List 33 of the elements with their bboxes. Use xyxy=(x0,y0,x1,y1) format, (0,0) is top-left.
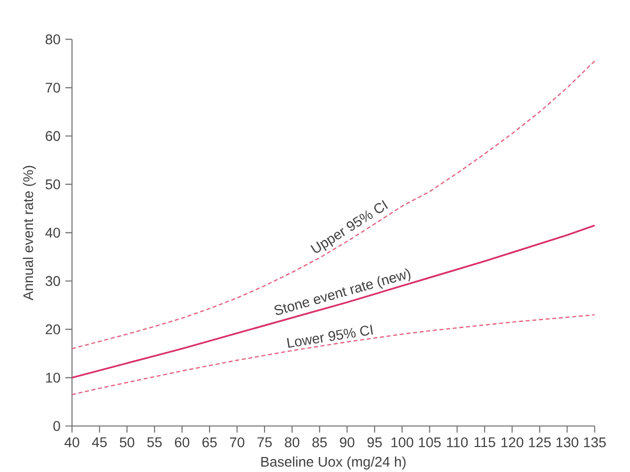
y-tick-label: 50 xyxy=(46,179,60,190)
x-tick-label: 45 xyxy=(92,437,107,448)
x-tick-label: 55 xyxy=(147,437,162,448)
x-tick-label: 85 xyxy=(312,437,327,448)
x-tick-label: 90 xyxy=(340,437,354,448)
x-tick-label: 65 xyxy=(202,437,217,448)
y-axis-title: Annual event rate (%) xyxy=(22,166,36,300)
y-tick-label: 80 xyxy=(46,34,60,44)
text: Lower 95% CI xyxy=(286,324,373,348)
y-tick-label: 10 xyxy=(46,372,60,383)
x-tick-label: 50 xyxy=(120,437,134,448)
x-tick-label: 100 xyxy=(391,437,414,448)
x-tick-label: 105 xyxy=(419,437,441,448)
x-tick-label: 75 xyxy=(257,437,272,448)
x-tick-label: 80 xyxy=(284,437,300,448)
text: Stone event rate (new) xyxy=(274,268,410,315)
x-tick-label: 135 xyxy=(584,437,606,448)
x-axis-title: Baseline Uox (mg/24 h) xyxy=(261,456,406,470)
y-tick-label: 70 xyxy=(46,82,60,93)
y-tick-label: 20 xyxy=(46,324,60,334)
y-tick-label: 30 xyxy=(46,276,60,286)
x-tick-label: 60 xyxy=(174,437,190,448)
x-tick-label: 40 xyxy=(64,437,80,448)
y-tick-label: 40 xyxy=(45,228,60,238)
y-tick-label: 60 xyxy=(46,131,60,141)
x-tick-label: 130 xyxy=(556,437,578,448)
x-tick-label: 125 xyxy=(529,437,551,448)
x-tick-label: 110 xyxy=(447,437,468,448)
x-tick-label: 70 xyxy=(230,437,244,448)
x-tick-label: 95 xyxy=(367,437,382,448)
y-tick-label: 0 xyxy=(53,421,60,431)
x-tick-label: 120 xyxy=(502,437,524,448)
x-tick-label: 115 xyxy=(474,437,496,448)
